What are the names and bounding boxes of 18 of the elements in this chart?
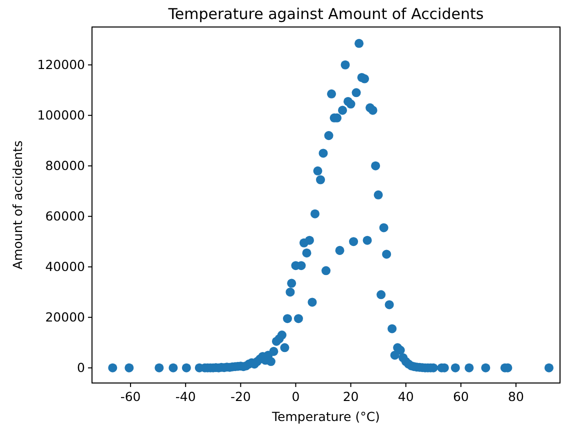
- x-tick-label: 60: [452, 389, 469, 404]
- x-tick-label: 80: [508, 389, 524, 404]
- y-tick-label: 100000: [37, 108, 86, 123]
- chart-title: Temperature against Amount of Accidents: [167, 5, 484, 23]
- x-tick-label: 40: [398, 389, 414, 404]
- x-axis-title: Temperature (°C): [271, 409, 380, 424]
- y-tick-label: 60000: [45, 208, 86, 224]
- x-tick-label: -40: [175, 389, 196, 404]
- x-tick-label: 20: [342, 389, 359, 404]
- y-tick-label: 20000: [45, 310, 86, 325]
- y-tick-label: 120000: [37, 57, 86, 72]
- y-axis-title: Amount of accidents: [10, 140, 25, 270]
- x-tick-label: -20: [230, 389, 251, 404]
- y-tick-label: 0: [77, 360, 86, 376]
- x-tick-label: -60: [120, 389, 141, 404]
- y-tick-label: 80000: [45, 158, 86, 174]
- y-tick-label: 40000: [45, 259, 86, 274]
- x-tick-label: 0: [292, 389, 300, 404]
